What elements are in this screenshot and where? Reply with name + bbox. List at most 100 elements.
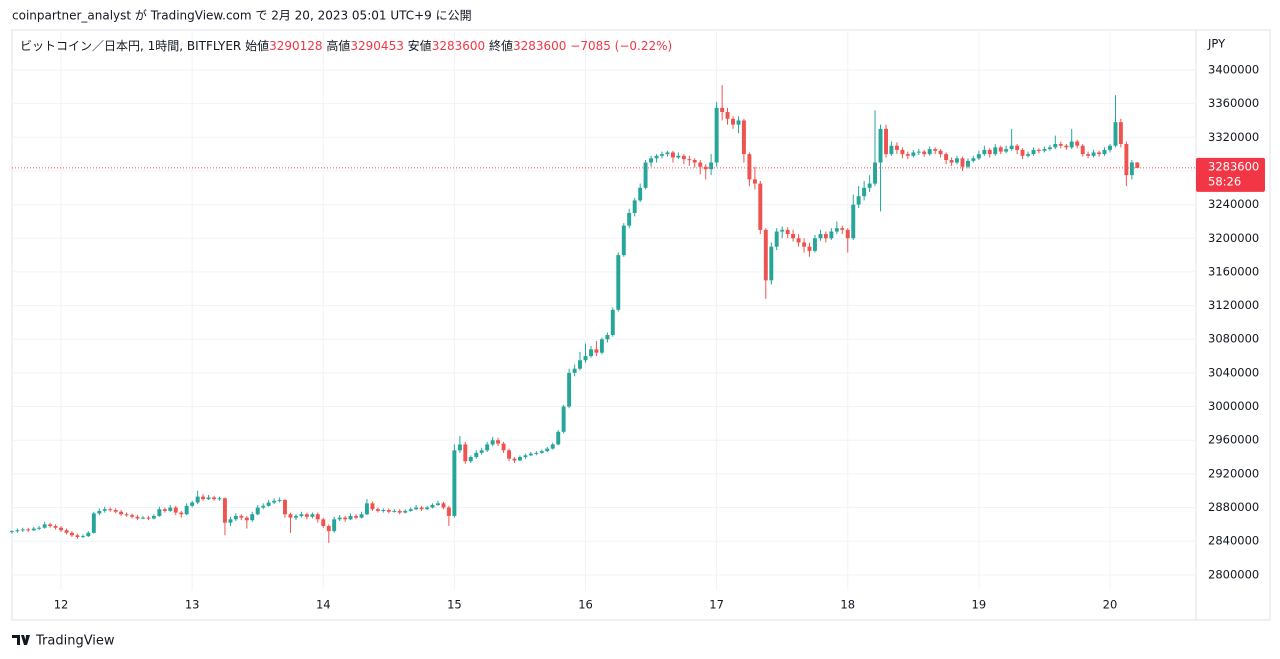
x-tick-label: 19 — [972, 598, 987, 612]
candle-body — [813, 238, 817, 251]
y-tick-label: 3160000 — [1208, 264, 1259, 278]
candle-body — [829, 231, 834, 239]
y-tick-label: 3200000 — [1208, 231, 1259, 245]
candle-body — [141, 517, 145, 519]
candle-body — [654, 155, 659, 159]
candle-body — [878, 128, 883, 163]
candle-body — [823, 234, 828, 239]
candle-body — [1091, 152, 1096, 156]
candle-body — [75, 535, 80, 537]
logo-mark — [12, 635, 30, 645]
candle-body — [86, 532, 91, 537]
y-tick-label: 2840000 — [1208, 534, 1259, 548]
candle-body — [944, 154, 949, 161]
candle-body — [102, 509, 107, 511]
candle-body — [960, 158, 965, 167]
candle-body — [1009, 145, 1014, 150]
candle-body — [998, 147, 1003, 152]
candle-body — [31, 528, 36, 531]
candle-body — [709, 162, 714, 170]
high-value: 3290453 — [350, 39, 403, 53]
candle-body — [578, 360, 582, 369]
candle-body — [736, 120, 741, 125]
candle-body — [490, 440, 495, 445]
candle-body — [97, 510, 102, 514]
x-tick-label: 12 — [54, 598, 69, 612]
candles — [9, 85, 1140, 543]
candle-body — [1113, 122, 1118, 146]
candle-body — [321, 519, 326, 527]
candle-body — [845, 229, 850, 239]
x-tick-label: 13 — [185, 598, 200, 612]
candle-body — [1026, 154, 1031, 156]
candle-body — [446, 507, 451, 516]
close-label: 終値 — [489, 38, 513, 53]
candle-body — [665, 152, 670, 155]
candle-body — [889, 145, 894, 155]
candle-body — [15, 530, 20, 532]
candle-body — [266, 502, 271, 506]
candle-body — [310, 514, 315, 517]
x-tick-label: 15 — [447, 598, 462, 612]
low-value: 3283600 — [432, 39, 485, 53]
candle-body — [201, 496, 206, 500]
candle-body — [774, 231, 779, 247]
candle-body — [818, 234, 823, 239]
candle-body — [337, 517, 342, 520]
candle-body — [386, 510, 391, 512]
candle-body — [397, 510, 402, 513]
candle-body — [299, 514, 304, 516]
candle-body — [621, 225, 626, 256]
candle-body — [1135, 162, 1140, 168]
candle-body — [927, 149, 932, 155]
y-tick-label: 3400000 — [1208, 62, 1259, 76]
change: −7085 (−0.22%) — [570, 39, 672, 53]
candle-body — [894, 145, 899, 150]
y-tick-label: 3000000 — [1208, 399, 1259, 413]
candle-body — [993, 147, 998, 155]
candle-body — [758, 183, 763, 230]
candle-body — [556, 431, 561, 445]
candle-body — [69, 532, 74, 536]
candle-body — [315, 514, 320, 520]
candle-body — [37, 527, 42, 529]
candle-body — [272, 500, 277, 503]
candle-body — [725, 112, 730, 119]
candle-body — [26, 529, 31, 531]
candle-body — [468, 457, 473, 462]
candle-body — [752, 179, 757, 184]
candle-body — [195, 496, 200, 503]
y-tick-label: 3320000 — [1208, 130, 1259, 144]
candle-body — [1047, 147, 1052, 150]
x-tick-label: 20 — [1103, 598, 1118, 612]
low-label: 安値 — [408, 38, 432, 53]
candle-body — [1124, 144, 1129, 176]
candle-body — [1129, 162, 1134, 176]
candle-body — [233, 515, 238, 520]
x-tick-label: 16 — [578, 598, 593, 612]
candle-body — [605, 335, 610, 340]
candle-body — [539, 451, 544, 453]
candle-body — [1064, 145, 1069, 148]
candle-body — [48, 524, 53, 527]
candle-body — [659, 154, 664, 156]
candle-body — [212, 497, 217, 500]
candle-body — [91, 513, 96, 533]
candle-body — [479, 450, 484, 453]
candle-body — [1036, 149, 1041, 151]
candle-body — [364, 503, 369, 515]
candle-body — [1097, 152, 1102, 155]
candle-body — [403, 510, 408, 513]
candle-body — [277, 499, 282, 501]
candle-body — [933, 149, 938, 151]
candle-body — [731, 118, 735, 125]
y-tick-label: 2880000 — [1208, 500, 1259, 514]
y-tick-label: 3360000 — [1208, 96, 1259, 110]
candle-body — [190, 502, 195, 506]
candle-body — [517, 457, 522, 461]
candle-body — [594, 349, 599, 353]
candle-body — [922, 151, 927, 155]
candle-body — [261, 505, 266, 508]
candle-body — [698, 162, 703, 167]
